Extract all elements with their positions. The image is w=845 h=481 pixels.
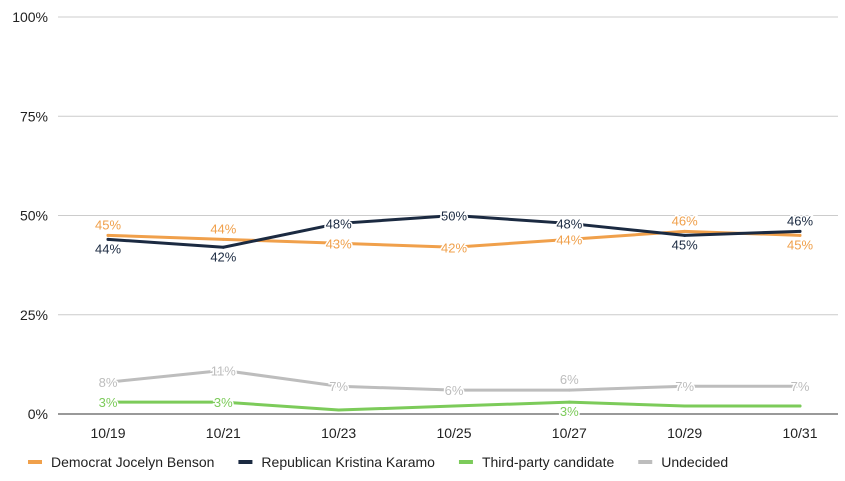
data-point <box>452 404 456 408</box>
data-point <box>567 237 571 241</box>
data-point <box>221 245 225 249</box>
data-label: 44% <box>210 221 236 236</box>
data-point <box>221 237 225 241</box>
data-point <box>798 384 802 388</box>
data-point <box>221 400 225 404</box>
data-label: 43% <box>326 236 352 251</box>
data-point <box>106 233 110 237</box>
legend: Democrat Jocelyn Benson Republican Kristi… <box>28 454 728 470</box>
legend-item: Undecided <box>638 454 728 470</box>
data-label: 50% <box>441 209 467 224</box>
legend-item: Third-party candidate <box>458 454 615 470</box>
data-labels: 45% 44% 43% 42% 44% 46% 45% 44% 42% 48% 50% 48% 45% 4… <box>93 207 814 421</box>
data-label: 46% <box>787 213 813 228</box>
data-point <box>106 237 110 241</box>
data-point <box>452 245 456 249</box>
data-point <box>567 388 571 392</box>
data-point <box>567 221 571 225</box>
data-label: 7% <box>791 379 810 394</box>
data-point <box>337 241 341 245</box>
x-tick-label: 10/27 <box>552 425 587 441</box>
data-label: 44% <box>556 232 582 247</box>
y-tick-label: 25% <box>20 307 48 323</box>
data-point <box>452 388 456 392</box>
data-point <box>452 214 456 217</box>
data-point <box>221 368 225 372</box>
data-label: 8% <box>99 375 118 390</box>
data-label: 45% <box>672 237 698 252</box>
data-label: 48% <box>556 216 582 231</box>
x-tick-label: 10/21 <box>206 425 241 441</box>
data-point <box>337 384 341 388</box>
data-label: 7% <box>675 379 694 394</box>
data-label: 44% <box>95 241 121 256</box>
data-point <box>683 233 687 237</box>
data-point <box>683 384 687 388</box>
data-point <box>337 221 341 225</box>
data-point <box>106 380 110 384</box>
x-tick-label: 10/19 <box>90 425 125 441</box>
data-label: 3% <box>99 395 118 410</box>
x-tick-label: 10/25 <box>436 425 471 441</box>
x-tick-label: 10/31 <box>782 425 817 441</box>
x-tick-label: 10/29 <box>667 425 702 441</box>
y-tick-label: 0% <box>28 406 48 422</box>
data-point <box>683 404 687 408</box>
data-point <box>798 404 802 408</box>
x-axis-ticks: 10/19 10/21 10/23 10/25 10/27 10/29 10/31 <box>90 425 817 441</box>
data-label: 3% <box>560 404 579 419</box>
data-label: 3% <box>214 395 233 410</box>
series-lines <box>106 214 802 412</box>
data-point <box>337 408 341 412</box>
data-label: 6% <box>560 372 579 387</box>
legend-label: Undecided <box>661 454 728 470</box>
legend-label: Democrat Jocelyn Benson <box>51 454 214 470</box>
data-point <box>106 400 110 404</box>
legend-item: Republican Kristina Karamo <box>238 454 435 470</box>
data-label: 45% <box>95 217 121 232</box>
legend-label: Third-party candidate <box>482 454 615 470</box>
y-tick-label: 75% <box>20 108 48 124</box>
data-label: 6% <box>445 383 464 398</box>
y-axis-ticks: 0% 25% 50% 75% 100% <box>12 9 48 422</box>
y-tick-label: 50% <box>20 208 48 224</box>
data-label: 11% <box>211 363 236 378</box>
legend-label: Republican Kristina Karamo <box>261 454 435 470</box>
data-label: 42% <box>210 249 236 264</box>
legend-item: Democrat Jocelyn Benson <box>28 454 214 470</box>
data-label: 42% <box>441 240 467 255</box>
data-point <box>798 233 802 237</box>
data-point <box>798 229 802 233</box>
data-label: 46% <box>672 213 698 228</box>
data-label: 48% <box>326 216 352 231</box>
y-tick-label: 100% <box>12 9 48 25</box>
data-label: 7% <box>329 379 348 394</box>
data-point <box>683 229 687 233</box>
data-point <box>567 400 571 404</box>
x-tick-label: 10/23 <box>321 425 356 441</box>
data-label: 45% <box>787 237 813 252</box>
